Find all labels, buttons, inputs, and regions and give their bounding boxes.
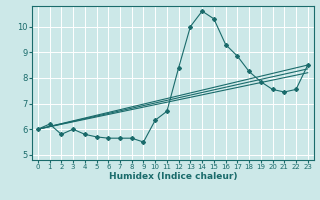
X-axis label: Humidex (Indice chaleur): Humidex (Indice chaleur) <box>108 172 237 181</box>
